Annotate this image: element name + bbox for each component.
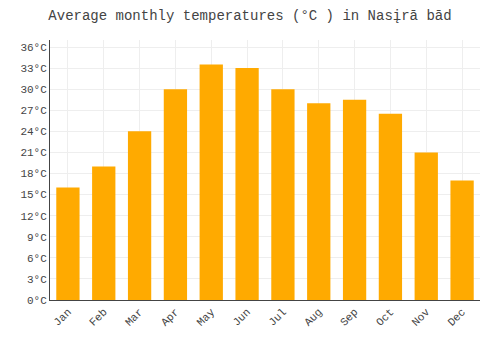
svg-text:18°C: 18°C xyxy=(20,168,47,180)
svg-text:Apr: Apr xyxy=(159,306,181,328)
svg-text:Jul: Jul xyxy=(266,306,288,328)
svg-text:Sep: Sep xyxy=(338,306,360,328)
svg-text:Feb: Feb xyxy=(87,306,109,328)
svg-text:Jun: Jun xyxy=(231,306,253,328)
svg-text:30°C: 30°C xyxy=(20,84,47,96)
svg-text:Nov: Nov xyxy=(410,306,433,329)
svg-text:24°C: 24°C xyxy=(20,126,47,138)
svg-text:Jan: Jan xyxy=(51,306,73,328)
svg-text:27°C: 27°C xyxy=(20,105,47,117)
svg-text:36°C: 36°C xyxy=(20,42,47,54)
svg-text:33°C: 33°C xyxy=(20,63,47,75)
svg-text:9°C: 9°C xyxy=(27,232,47,244)
svg-text:Mar: Mar xyxy=(123,306,145,328)
svg-text:6°C: 6°C xyxy=(27,253,47,265)
svg-text:May: May xyxy=(195,306,218,329)
svg-text:Dec: Dec xyxy=(446,306,468,328)
svg-text:Average monthly temperatures (: Average monthly temperatures (°C ) in Na… xyxy=(48,8,451,24)
svg-text:3°C: 3°C xyxy=(27,274,47,286)
svg-text:12°C: 12°C xyxy=(20,211,47,223)
svg-text:15°C: 15°C xyxy=(20,189,47,201)
svg-text:21°C: 21°C xyxy=(20,147,47,159)
svg-text:Oct: Oct xyxy=(374,306,396,328)
svg-text:Aug: Aug xyxy=(302,306,324,328)
svg-text:0°C: 0°C xyxy=(27,295,47,307)
